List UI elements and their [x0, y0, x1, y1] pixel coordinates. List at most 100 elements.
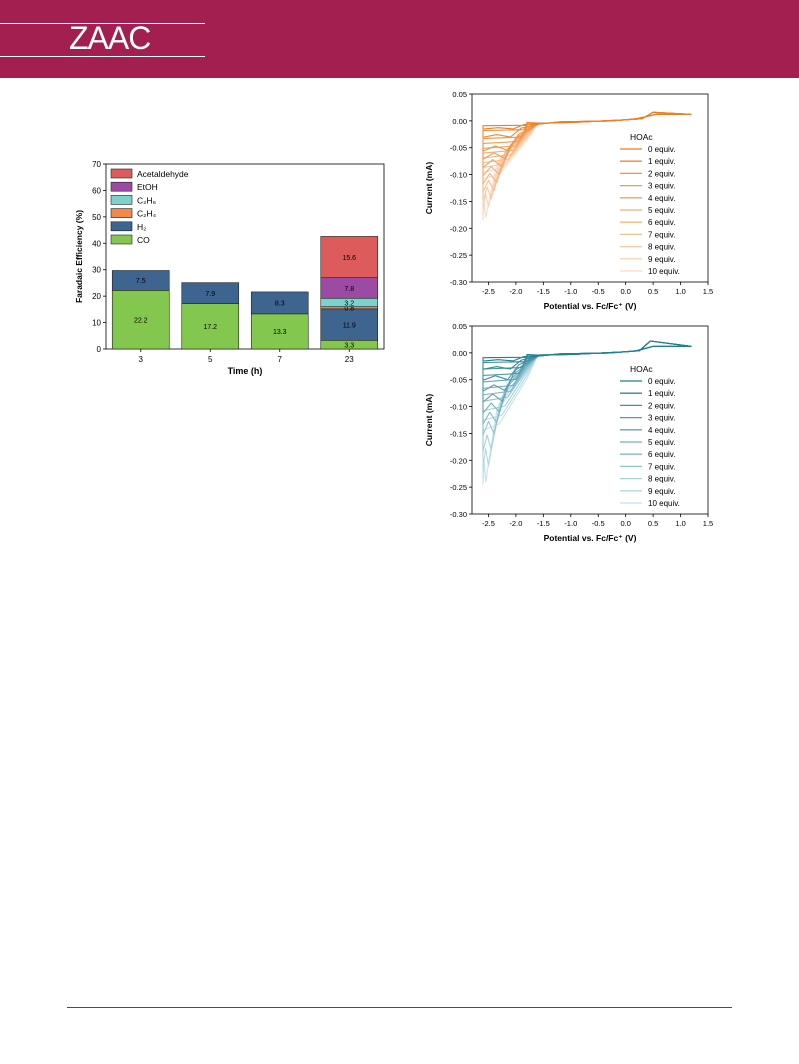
- bar-value-label: 3.2: [344, 300, 354, 307]
- y-tick-label: -0.10: [450, 171, 467, 180]
- y-tick-label: -0.10: [450, 403, 467, 412]
- y-tick-label: 0.05: [452, 322, 467, 331]
- cv-chart-teal: 0.05 0.00 -0.05 -0.10 -0.15 -0.20 -0.25 -0.30 -2…: [424, 322, 713, 543]
- legend-swatch: [110, 208, 133, 218]
- x-tick-label: 1.0: [675, 519, 685, 528]
- journal-header-bar: ZAAC: [0, 0, 799, 78]
- footer-rule: [67, 1007, 732, 1008]
- y-axis-title: Current (mA): [424, 394, 434, 447]
- y-tick-label: 0.00: [452, 117, 467, 126]
- legend-swatch: [110, 181, 133, 192]
- y-tick-label: 0.05: [452, 90, 467, 99]
- legend-label: 9 equiv.: [648, 487, 675, 496]
- legend-label: 6 equiv.: [648, 218, 675, 227]
- bar-segment: [111, 270, 170, 291]
- x-tick-label: 0.0: [620, 519, 630, 528]
- legend-title: HOAc: [630, 132, 653, 142]
- cv-chart-orange: 0.05 0.00 -0.05 -0.10 -0.15 -0.20 -0.25 -0.30 -2…: [424, 90, 713, 311]
- x-tick-label: 0.5: [648, 287, 658, 296]
- legend-label: 8 equiv.: [648, 475, 675, 484]
- bar-value-label: 22.2: [134, 317, 148, 324]
- x-tick-label: 1.5: [703, 519, 713, 528]
- faradaic-efficiency-bar-chart: 0 10 20 30 40 50 60 70 3 5 7 23 22.2 7.5 17.2 7.9 13.3 8.…: [74, 160, 385, 376]
- bar-value-label: 7.9: [205, 291, 215, 298]
- x-axis-title: Potential vs. Fc/Fc⁺ (V): [544, 301, 637, 311]
- y-tick-label: -0.15: [450, 197, 467, 206]
- x-tick-label: 0.0: [620, 287, 630, 296]
- y-tick-label: 0: [97, 345, 102, 354]
- bar-value-label: 15.6: [342, 255, 356, 262]
- x-tick-label: -1.0: [564, 287, 577, 296]
- y-tick-label: -0.20: [450, 456, 467, 465]
- legend-label: C₂H₆: [137, 195, 156, 205]
- bar-value-label: 13.3: [273, 329, 287, 336]
- legend-label: 10 equiv.: [648, 499, 680, 508]
- legend-label: 0 equiv.: [648, 145, 675, 154]
- bar-value-label: 11.9: [343, 322, 356, 329]
- x-tick-label: -0.5: [592, 287, 605, 296]
- legend-label: 1 equiv.: [648, 157, 675, 166]
- x-tick-label: 0.5: [648, 519, 658, 528]
- bar-value-label: 17.2: [203, 324, 217, 331]
- x-tick-label: -2.5: [482, 287, 495, 296]
- y-tick-label: 50: [92, 213, 101, 222]
- x-tick-label: 7: [278, 355, 283, 364]
- legend-label: 5 equiv.: [648, 206, 675, 215]
- y-tick-label: 20: [92, 292, 101, 301]
- bar-value-label: 7.8: [344, 286, 354, 293]
- x-tick-label: -1.5: [537, 519, 550, 528]
- legend-label: CO: [137, 235, 150, 245]
- bar-segment: [181, 303, 240, 350]
- legend-label: 2 equiv.: [648, 401, 675, 410]
- plot-frame: [105, 163, 385, 350]
- legend-label: 4 equiv.: [648, 426, 675, 435]
- bar-segment: [181, 282, 240, 304]
- legend-label: 5 equiv.: [648, 438, 675, 447]
- legend-swatch: [110, 195, 133, 205]
- legend-label: 10 equiv.: [648, 267, 680, 276]
- x-tick-label: -2.0: [509, 287, 522, 296]
- bar-segment: [320, 236, 379, 278]
- x-tick-label: -2.0: [509, 519, 522, 528]
- x-tick-label: 1.0: [675, 287, 685, 296]
- x-tick-label: -2.5: [482, 519, 495, 528]
- journal-logo: ZAAC: [69, 20, 151, 56]
- header-rule-bottom: [0, 56, 205, 57]
- y-tick-label: 0.00: [452, 349, 467, 358]
- bar-value-label: 8.3: [275, 301, 285, 308]
- legend-swatch: [110, 234, 133, 245]
- x-tick-label: 3: [139, 355, 144, 364]
- y-tick-label: -0.25: [450, 483, 467, 492]
- legend-label: 3 equiv.: [648, 182, 675, 191]
- plot-frame: [471, 93, 709, 283]
- x-tick-label: 23: [345, 355, 354, 364]
- legend-label: C₂H₄: [137, 209, 157, 219]
- y-tick-label: -0.20: [450, 224, 467, 233]
- y-tick-label: 40: [92, 239, 101, 248]
- legend-swatch: [110, 168, 133, 179]
- legend-label: 1 equiv.: [648, 389, 675, 398]
- y-tick-label: -0.30: [450, 278, 467, 287]
- legend-label: 6 equiv.: [648, 450, 675, 459]
- x-axis-title: Potential vs. Fc/Fc⁺ (V): [544, 533, 637, 543]
- legend-title: HOAc: [630, 364, 653, 374]
- y-tick-label: -0.25: [450, 251, 467, 260]
- legend-label: 4 equiv.: [648, 194, 675, 203]
- legend-label: 7 equiv.: [648, 230, 675, 239]
- legend-label: Acetaldehyde: [137, 169, 189, 179]
- y-tick-label: 30: [92, 266, 101, 275]
- legend-swatch: [110, 221, 133, 232]
- y-tick-label: 60: [92, 186, 101, 195]
- y-tick-label: 70: [92, 160, 101, 169]
- legend-label: 0 equiv.: [648, 377, 675, 386]
- y-tick-label: -0.15: [450, 429, 467, 438]
- y-axis-title: Faradaic Efficiency (%): [74, 210, 84, 303]
- legend-label: H₂: [137, 222, 146, 232]
- cv-curve: [482, 340, 692, 370]
- header-rule-top: [0, 23, 205, 24]
- bar-value-label: 7.5: [136, 278, 146, 285]
- y-axis-title: Current (mA): [424, 162, 434, 215]
- cv-curve: [482, 111, 692, 130]
- x-tick-label: -1.5: [537, 287, 550, 296]
- legend-label: 9 equiv.: [648, 255, 675, 264]
